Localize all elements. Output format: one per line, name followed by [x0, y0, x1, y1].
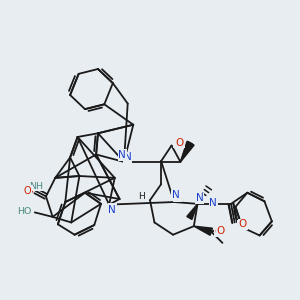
- Text: N: N: [173, 191, 181, 201]
- Text: N: N: [124, 152, 132, 162]
- Text: H: H: [139, 192, 146, 201]
- Polygon shape: [187, 204, 198, 220]
- Text: O: O: [176, 138, 184, 148]
- Text: HO: HO: [17, 207, 32, 216]
- Text: O: O: [237, 220, 245, 230]
- Text: N: N: [109, 204, 117, 214]
- Polygon shape: [194, 226, 212, 235]
- Text: O: O: [25, 186, 33, 196]
- Text: O: O: [217, 226, 225, 236]
- Text: H: H: [139, 192, 145, 201]
- Text: O: O: [214, 227, 223, 237]
- Text: NH: NH: [29, 182, 43, 190]
- Text: O: O: [174, 137, 182, 147]
- Polygon shape: [181, 142, 194, 162]
- Text: O: O: [24, 186, 31, 196]
- Text: N: N: [108, 205, 116, 215]
- Text: HO: HO: [16, 208, 30, 217]
- Polygon shape: [181, 141, 192, 162]
- Text: N: N: [209, 198, 217, 208]
- Text: N: N: [172, 190, 180, 200]
- Text: N: N: [118, 150, 126, 160]
- Text: N: N: [196, 193, 203, 203]
- Text: O: O: [239, 219, 247, 229]
